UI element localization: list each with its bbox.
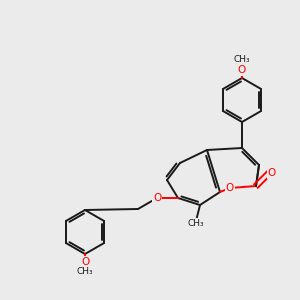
Text: O: O: [153, 193, 161, 203]
Text: CH₃: CH₃: [188, 218, 204, 227]
Text: O: O: [238, 65, 246, 75]
Text: CH₃: CH₃: [77, 268, 93, 277]
Text: O: O: [81, 257, 89, 267]
Text: CH₃: CH₃: [234, 56, 250, 64]
Text: O: O: [226, 183, 234, 193]
Text: O: O: [268, 168, 276, 178]
